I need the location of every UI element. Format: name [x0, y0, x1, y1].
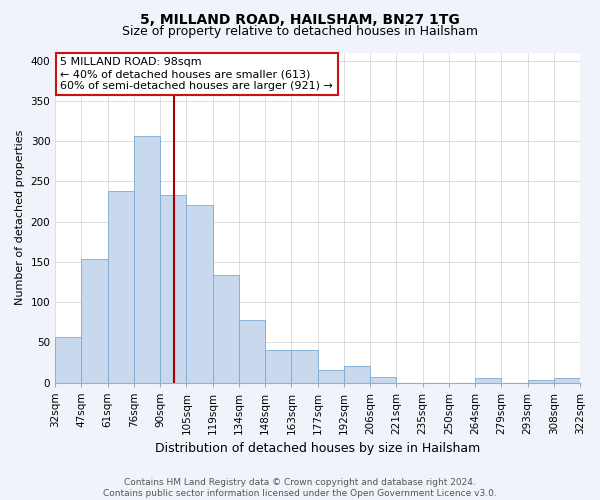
- Bar: [344, 366, 370, 382]
- Text: Contains HM Land Registry data © Crown copyright and database right 2024.
Contai: Contains HM Land Registry data © Crown c…: [103, 478, 497, 498]
- Bar: [317, 370, 344, 382]
- Bar: [370, 377, 397, 382]
- Bar: [107, 191, 134, 382]
- Text: 5 MILLAND ROAD: 98sqm
← 40% of detached houses are smaller (613)
60% of semi-det: 5 MILLAND ROAD: 98sqm ← 40% of detached …: [61, 58, 333, 90]
- Bar: [55, 336, 82, 382]
- Bar: [82, 260, 107, 382]
- Bar: [187, 206, 212, 382]
- Bar: [292, 350, 317, 382]
- Bar: [160, 195, 187, 382]
- Bar: [527, 380, 554, 382]
- Bar: [554, 378, 580, 382]
- Text: 5, MILLAND ROAD, HAILSHAM, BN27 1TG: 5, MILLAND ROAD, HAILSHAM, BN27 1TG: [140, 12, 460, 26]
- Bar: [239, 320, 265, 382]
- Bar: [212, 274, 239, 382]
- Bar: [134, 136, 160, 382]
- Bar: [265, 350, 292, 382]
- X-axis label: Distribution of detached houses by size in Hailsham: Distribution of detached houses by size …: [155, 442, 480, 455]
- Y-axis label: Number of detached properties: Number of detached properties: [15, 130, 25, 305]
- Text: Size of property relative to detached houses in Hailsham: Size of property relative to detached ho…: [122, 25, 478, 38]
- Bar: [475, 378, 501, 382]
